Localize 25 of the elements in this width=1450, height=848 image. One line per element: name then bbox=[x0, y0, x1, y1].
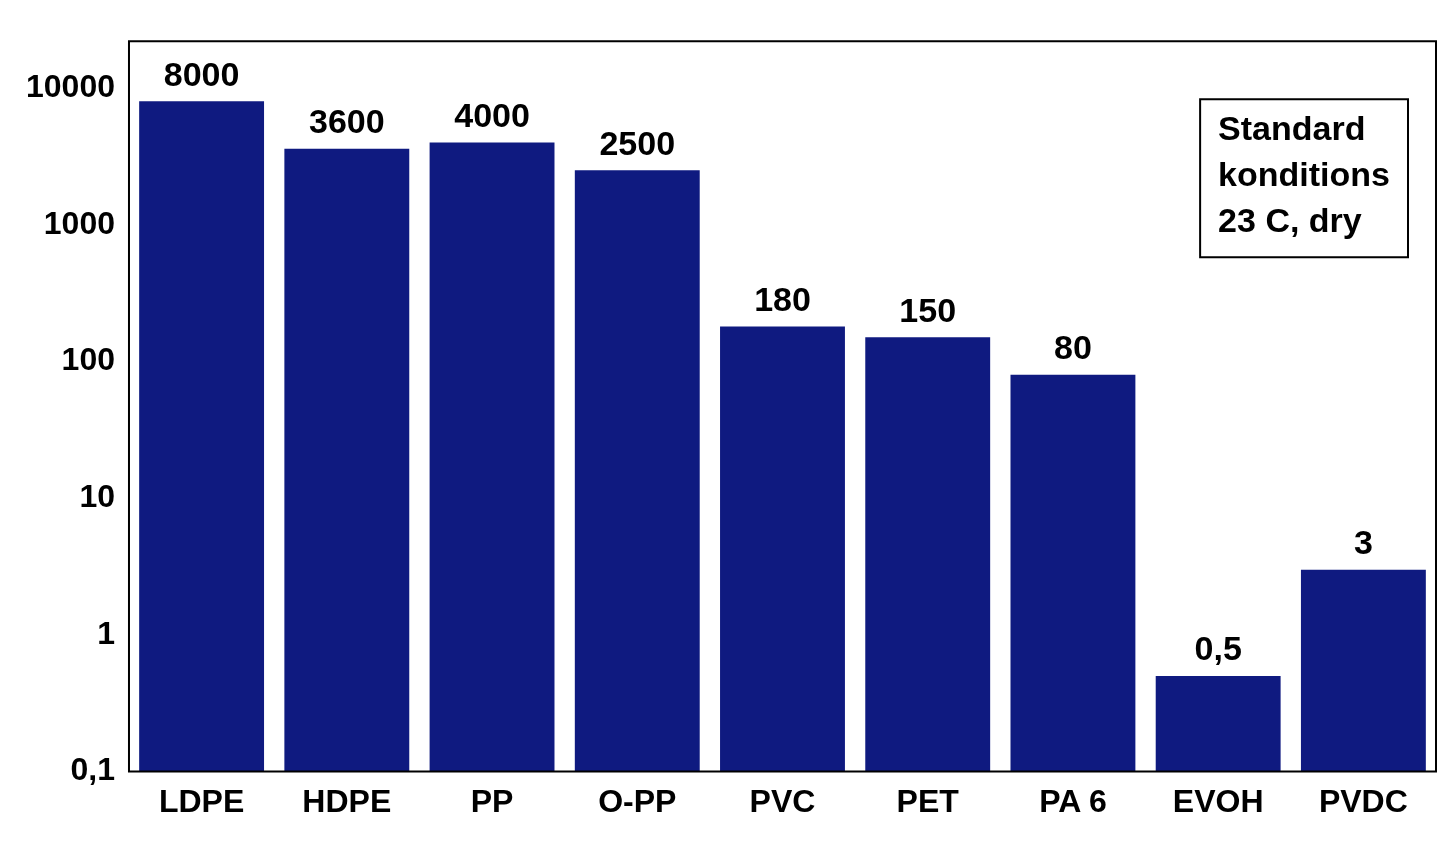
x-tick-label: LDPE bbox=[158, 782, 245, 819]
x-tick-label: PVC bbox=[749, 782, 816, 819]
data-label: 180 bbox=[754, 279, 811, 318]
data-label: 4000 bbox=[454, 95, 530, 134]
y-tick-label: 10000 bbox=[26, 67, 115, 104]
y-tick-label: 10 bbox=[79, 477, 115, 514]
x-tick-label: PVDC bbox=[1318, 782, 1408, 819]
x-tick-label: PA 6 bbox=[1039, 782, 1107, 819]
x-tick-label: PP bbox=[470, 782, 514, 819]
x-tick-label: EVOH bbox=[1172, 782, 1264, 819]
x-tick-label: HDPE bbox=[302, 782, 392, 819]
y-tick-label: 0,1 bbox=[70, 751, 115, 788]
y-tick-label: 1 bbox=[97, 614, 115, 651]
data-label: 8000 bbox=[163, 54, 240, 93]
x-tick-label: O-PP bbox=[598, 782, 677, 819]
annotation: Standard konditions 23 C, dry bbox=[1218, 108, 1391, 239]
data-label: 80 bbox=[1054, 328, 1092, 367]
data-label: 3 bbox=[1353, 523, 1373, 562]
data-label: 0,5 bbox=[1194, 629, 1242, 668]
data-label: 2500 bbox=[599, 123, 676, 162]
y-tick-label: 100 bbox=[61, 341, 115, 378]
y-tick-label: 1000 bbox=[43, 204, 115, 241]
data-label: 3600 bbox=[309, 102, 385, 141]
data-label: 150 bbox=[899, 290, 957, 329]
x-tick-label: PET bbox=[896, 782, 960, 819]
